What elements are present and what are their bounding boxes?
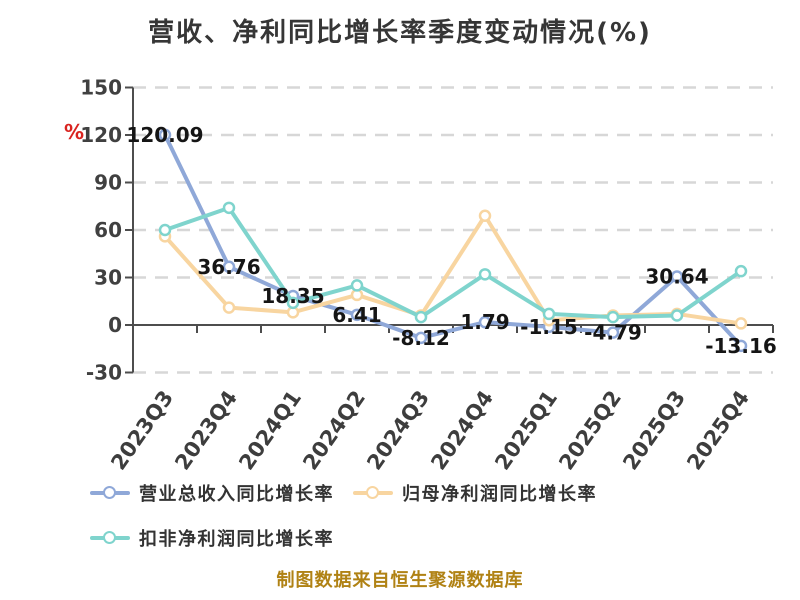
legend-label: 营业总收入同比增长率 xyxy=(139,484,334,505)
legend-dot-icon xyxy=(366,486,379,499)
data-point-marker xyxy=(158,223,172,237)
data-point-marker xyxy=(606,310,620,324)
series-line-2 xyxy=(163,205,743,320)
legend-item-net-profit-growth[interactable]: 归母净利润同比增长率 xyxy=(353,480,597,506)
x-axis-label: 2024Q4 xyxy=(426,386,498,474)
data-point-marker xyxy=(350,308,364,322)
legend-label: 扣非净利润同比增长率 xyxy=(139,529,334,550)
data-point-marker xyxy=(542,307,556,321)
x-axis-label: 2025Q4 xyxy=(682,386,754,474)
data-point-marker xyxy=(222,201,236,215)
legend-dot-icon xyxy=(103,486,116,499)
data-point-marker xyxy=(478,209,492,222)
y-axis-label: 30 xyxy=(94,266,122,290)
data-point-marker xyxy=(478,315,492,329)
data-point-marker xyxy=(414,310,428,324)
data-point-marker xyxy=(478,268,492,281)
x-axis-label: 2023Q4 xyxy=(170,386,242,474)
data-point-marker xyxy=(734,317,748,330)
legend-marker-orange xyxy=(353,485,393,501)
data-label: 36.76 xyxy=(197,255,260,279)
data-point-marker xyxy=(734,264,748,278)
legend-marker-teal xyxy=(90,530,130,546)
x-axis-label: 2025Q2 xyxy=(554,386,626,474)
x-axis-label: 2025Q3 xyxy=(618,386,690,474)
legend-row-2: 扣非净利润同比增长率 xyxy=(90,525,770,551)
y-axis-label: -30 xyxy=(86,361,122,385)
y-axis-label: 120 xyxy=(80,123,122,147)
data-point-marker xyxy=(222,301,236,314)
x-axis-label: 2024Q2 xyxy=(298,386,370,474)
data-point-marker xyxy=(670,309,684,322)
data-point-marker xyxy=(670,270,684,283)
x-axis-label: 2023Q3 xyxy=(106,386,178,474)
data-point-marker xyxy=(158,128,172,142)
data-label: -13.16 xyxy=(705,334,777,358)
data-point-marker xyxy=(222,260,236,274)
chart-title: 营收、净利同比增长率季度变动情况(%) xyxy=(148,18,652,48)
data-point-marker xyxy=(414,331,428,345)
data-label: -8.12 xyxy=(392,326,450,350)
legend-label: 归母净利润同比增长率 xyxy=(402,484,597,505)
data-label: 18.35 xyxy=(261,284,324,308)
legend-marker-blue xyxy=(90,485,130,501)
legend-dot-icon xyxy=(103,531,116,544)
y-axis-label: 0 xyxy=(108,313,122,337)
y-axis-label: 90 xyxy=(94,171,122,195)
data-label: 30.64 xyxy=(645,264,708,288)
data-point-marker xyxy=(606,326,620,339)
data-source-note: 制图数据来自恒生聚源数据库 xyxy=(276,570,524,591)
y-axis-unit-percent: % xyxy=(64,120,84,144)
legend-item-deducted-net-profit-growth[interactable]: 扣非净利润同比增长率 xyxy=(90,525,353,551)
data-label: -1.15 xyxy=(520,315,578,339)
data-label: 120.09 xyxy=(126,123,203,147)
y-axis-label: 150 xyxy=(80,76,122,100)
legend: 营业总收入同比增长率 归母净利润同比增长率 扣非净利润同比增长率 xyxy=(90,480,770,570)
data-point-marker xyxy=(350,279,364,292)
legend-item-total-revenue-growth[interactable]: 营业总收入同比增长率 xyxy=(90,480,353,506)
data-label: -4.79 xyxy=(584,321,642,345)
data-point-marker xyxy=(286,296,300,310)
data-point-marker xyxy=(734,339,748,353)
legend-row-1: 营业总收入同比增长率 归母净利润同比增长率 xyxy=(90,480,770,506)
x-axis-label: 2024Q3 xyxy=(362,386,434,474)
x-axis-label: 2025Q1 xyxy=(490,386,562,474)
y-axis-label: 60 xyxy=(94,218,122,242)
x-axis-label: 2024Q1 xyxy=(234,386,306,474)
data-label: 6.41 xyxy=(332,303,381,327)
data-label: 1.79 xyxy=(460,310,509,334)
series-line-0 xyxy=(163,132,743,348)
